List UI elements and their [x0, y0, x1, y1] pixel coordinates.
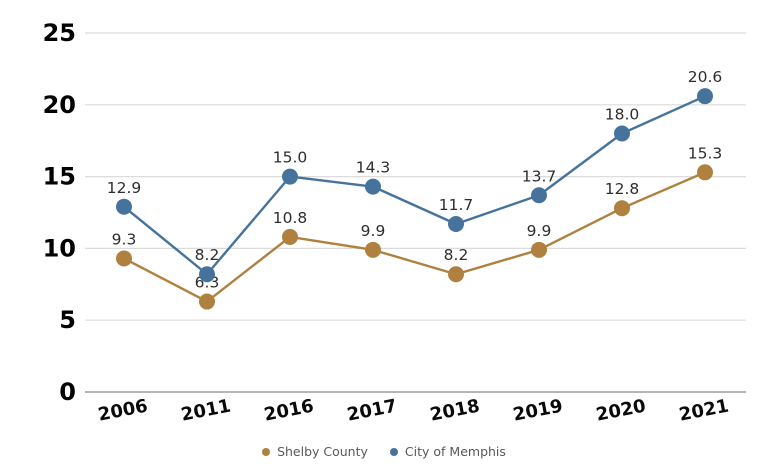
- series-line: [122, 171, 707, 303]
- y-tick-label: 10: [43, 234, 76, 262]
- legend-item: City of Memphis: [389, 444, 506, 459]
- data-label: 9.3: [112, 230, 137, 248]
- chart-legend: Shelby County City of Memphis: [0, 444, 768, 459]
- data-point: [531, 187, 547, 204]
- data-point: [199, 266, 215, 283]
- y-tick-label: 0: [59, 378, 76, 406]
- data-point: [531, 241, 547, 258]
- legend-item: Shelby County: [262, 444, 368, 459]
- legend-label: City of Memphis: [404, 444, 506, 459]
- y-tick-label: 15: [43, 163, 76, 191]
- data-label: 15.3: [688, 144, 723, 162]
- data-label: 15.0: [273, 149, 308, 167]
- x-tick-label: 2020: [594, 396, 647, 426]
- data-point: [116, 198, 132, 215]
- x-tick-label: 2016: [262, 396, 315, 426]
- data-point: [365, 241, 381, 258]
- x-tick-label: 2021: [677, 396, 730, 426]
- data-label: 18.0: [605, 106, 640, 124]
- data-point: [614, 200, 630, 217]
- data-point: [365, 178, 381, 195]
- x-tick-label: 2019: [511, 396, 564, 426]
- data-label: 8.2: [444, 246, 469, 264]
- data-label: 20.6: [688, 68, 723, 86]
- data-label: 14.3: [356, 159, 391, 177]
- data-point: [448, 215, 464, 232]
- x-tick-label: 2017: [345, 396, 398, 426]
- x-tick-label: 2006: [96, 396, 149, 426]
- legend-marker-icon: [389, 447, 398, 456]
- data-label: 8.2: [195, 246, 220, 264]
- series-line: [122, 94, 707, 276]
- y-tick-label: 20: [43, 91, 76, 119]
- data-point: [697, 88, 713, 105]
- data-label: 12.8: [605, 180, 640, 198]
- data-point: [697, 164, 713, 181]
- x-tick-label: 2018: [428, 396, 481, 426]
- data-point: [614, 125, 630, 142]
- data-point: [116, 250, 132, 267]
- x-tick-label: 2011: [179, 396, 232, 426]
- legend-label: Shelby County: [277, 444, 368, 459]
- data-point: [282, 168, 298, 185]
- data-point: [448, 266, 464, 283]
- data-point: [199, 293, 215, 310]
- data-label: 12.9: [107, 179, 142, 197]
- y-tick-label: 5: [59, 306, 76, 334]
- data-label: 13.7: [522, 167, 557, 185]
- data-label: 9.9: [527, 222, 552, 240]
- legend-marker-icon: [262, 447, 271, 456]
- data-label: 11.7: [439, 196, 474, 214]
- data-label: 9.9: [361, 222, 386, 240]
- y-tick-label: 25: [43, 19, 76, 47]
- data-label: 10.8: [273, 209, 308, 227]
- data-point: [282, 228, 298, 245]
